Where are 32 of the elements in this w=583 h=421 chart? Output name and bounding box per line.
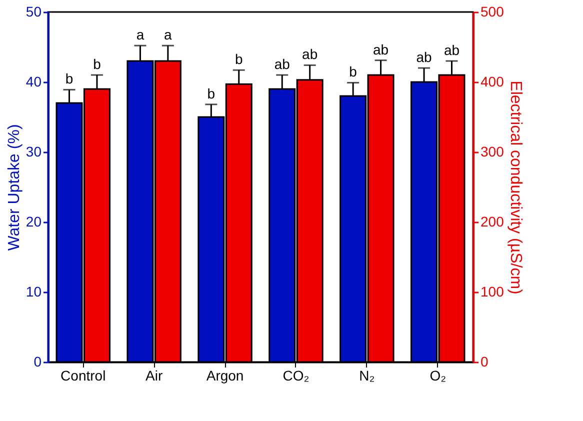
y2-tick-label: 500 bbox=[480, 4, 504, 20]
x-tick-label: CO₂ bbox=[282, 368, 310, 384]
y2-tick-label: 0 bbox=[480, 354, 488, 370]
y2-tick-label: 300 bbox=[480, 144, 504, 160]
data-label: b bbox=[65, 70, 74, 87]
data-label: b bbox=[93, 56, 102, 72]
y-tick-label: 10 bbox=[26, 284, 42, 300]
y-tick-label: 20 bbox=[26, 214, 42, 230]
y-tick-label: 0 bbox=[34, 354, 42, 370]
data-label: b bbox=[207, 85, 216, 102]
data-label: ab bbox=[444, 42, 460, 58]
x-tick-label: N₂ bbox=[359, 368, 375, 384]
y-tick-label: 40 bbox=[26, 74, 42, 90]
x-tick-label: O₂ bbox=[430, 368, 446, 384]
y2-axis-title: Electrical conductivity (µS/cm) bbox=[506, 80, 524, 294]
data-label: a bbox=[136, 26, 144, 43]
y2-tick-label: 200 bbox=[480, 214, 504, 230]
x-tick-label: Control bbox=[60, 368, 106, 384]
data-label: a bbox=[164, 26, 172, 43]
y-axis-title: Water Uptake (%) bbox=[6, 124, 23, 251]
x-tick-label: Argon bbox=[206, 368, 244, 384]
y-tick-label: 50 bbox=[26, 4, 42, 20]
data-label: ab bbox=[302, 46, 318, 62]
y2-tick-label: 400 bbox=[480, 74, 504, 90]
data-label: b bbox=[349, 64, 358, 80]
data-label: ab bbox=[372, 41, 389, 58]
y-tick-label: 30 bbox=[26, 144, 42, 160]
data-label: ab bbox=[274, 56, 290, 72]
data-label: ab bbox=[416, 49, 432, 65]
y2-tick-label: 100 bbox=[480, 284, 504, 300]
x-tick-label: Air bbox=[146, 368, 163, 384]
data-label: b bbox=[234, 51, 243, 68]
